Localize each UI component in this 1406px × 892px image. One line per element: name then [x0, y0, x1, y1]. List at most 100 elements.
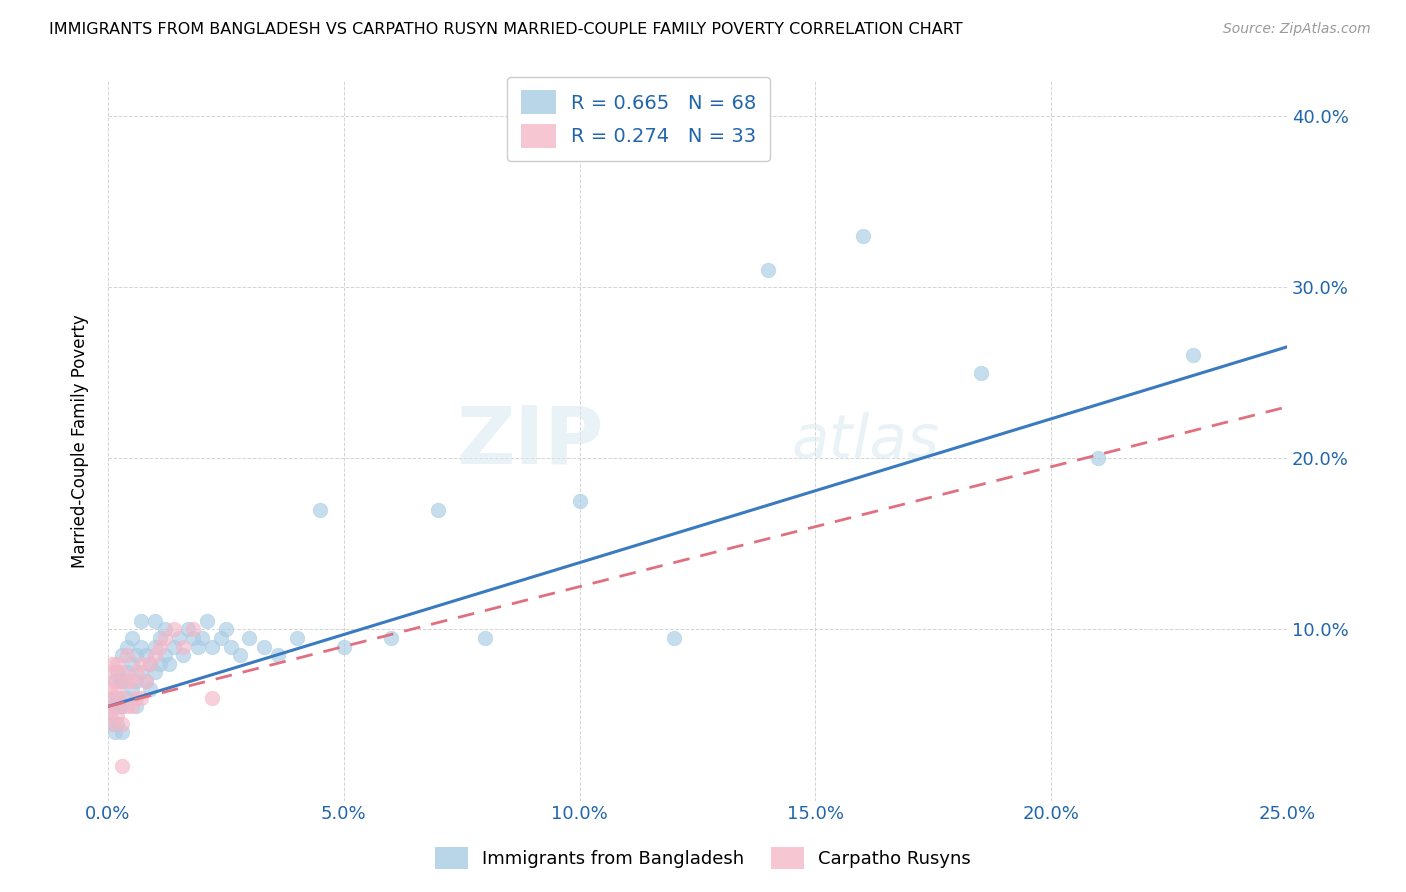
Point — [125, 648, 148, 662]
Point — [107, 716, 129, 731]
Point — [163, 623, 186, 637]
Point — [101, 716, 124, 731]
Point — [107, 708, 129, 723]
Point — [107, 657, 129, 671]
Point — [115, 699, 138, 714]
Point — [267, 648, 290, 662]
Point — [125, 690, 148, 705]
Point — [125, 699, 148, 714]
Point — [969, 366, 991, 380]
Point — [756, 262, 779, 277]
Point — [153, 623, 176, 637]
Point — [129, 640, 152, 654]
Point — [163, 640, 186, 654]
Point — [104, 673, 127, 688]
Point — [111, 665, 134, 680]
Point — [115, 673, 138, 688]
Point — [101, 690, 124, 705]
Point — [101, 665, 124, 680]
Point — [100, 657, 122, 671]
Point — [181, 631, 204, 645]
Point — [380, 631, 402, 645]
Point — [104, 699, 127, 714]
Point — [111, 759, 134, 773]
Point — [121, 699, 143, 714]
Point — [111, 699, 134, 714]
Y-axis label: Married-Couple Family Poverty: Married-Couple Family Poverty — [72, 314, 89, 568]
Point — [125, 665, 148, 680]
Point — [98, 708, 121, 723]
Point — [149, 631, 172, 645]
Point — [662, 631, 685, 645]
Point — [129, 614, 152, 628]
Point — [98, 708, 121, 723]
Point — [285, 631, 308, 645]
Point — [143, 614, 166, 628]
Point — [115, 640, 138, 654]
Point — [101, 690, 124, 705]
Point — [139, 657, 162, 671]
Point — [852, 228, 875, 243]
Point — [149, 657, 172, 671]
Text: Source: ZipAtlas.com: Source: ZipAtlas.com — [1223, 22, 1371, 37]
Point — [1087, 451, 1109, 466]
Point — [143, 665, 166, 680]
Point — [253, 640, 276, 654]
Point — [121, 657, 143, 671]
Point — [101, 716, 124, 731]
Point — [111, 716, 134, 731]
Point — [107, 690, 129, 705]
Point — [143, 640, 166, 654]
Point — [153, 631, 176, 645]
Point — [104, 699, 127, 714]
Point — [129, 657, 152, 671]
Point — [229, 648, 252, 662]
Point — [333, 640, 356, 654]
Point — [191, 631, 214, 645]
Point — [167, 631, 190, 645]
Point — [135, 673, 157, 688]
Point — [115, 665, 138, 680]
Point — [115, 690, 138, 705]
Point — [104, 673, 127, 688]
Point — [111, 690, 134, 705]
Point — [108, 673, 131, 688]
Point — [129, 690, 152, 705]
Point — [215, 623, 238, 637]
Text: ZIP: ZIP — [456, 402, 603, 480]
Point — [143, 648, 166, 662]
Point — [111, 648, 134, 662]
Point — [474, 631, 496, 645]
Point — [135, 673, 157, 688]
Point — [157, 657, 180, 671]
Point — [139, 657, 162, 671]
Point — [104, 725, 127, 739]
Point — [121, 682, 143, 697]
Point — [135, 648, 157, 662]
Point — [111, 673, 134, 688]
Point — [201, 690, 224, 705]
Point — [172, 640, 194, 654]
Point — [107, 665, 129, 680]
Point — [115, 648, 138, 662]
Point — [238, 631, 260, 645]
Point — [177, 623, 200, 637]
Point — [108, 699, 131, 714]
Point — [111, 725, 134, 739]
Point — [181, 623, 204, 637]
Point — [172, 648, 194, 662]
Point — [309, 502, 332, 516]
Point — [129, 665, 152, 680]
Point — [107, 682, 129, 697]
Legend: R = 0.665   N = 68, R = 0.274   N = 33: R = 0.665 N = 68, R = 0.274 N = 33 — [508, 77, 770, 161]
Point — [219, 640, 242, 654]
Legend: Immigrants from Bangladesh, Carpatho Rusyns: Immigrants from Bangladesh, Carpatho Rus… — [426, 838, 980, 879]
Point — [187, 640, 209, 654]
Text: IMMIGRANTS FROM BANGLADESH VS CARPATHO RUSYN MARRIED-COUPLE FAMILY POVERTY CORRE: IMMIGRANTS FROM BANGLADESH VS CARPATHO R… — [49, 22, 963, 37]
Point — [139, 682, 162, 697]
Point — [1181, 348, 1204, 362]
Point — [209, 631, 232, 645]
Point — [98, 682, 121, 697]
Point — [195, 614, 218, 628]
Point — [125, 673, 148, 688]
